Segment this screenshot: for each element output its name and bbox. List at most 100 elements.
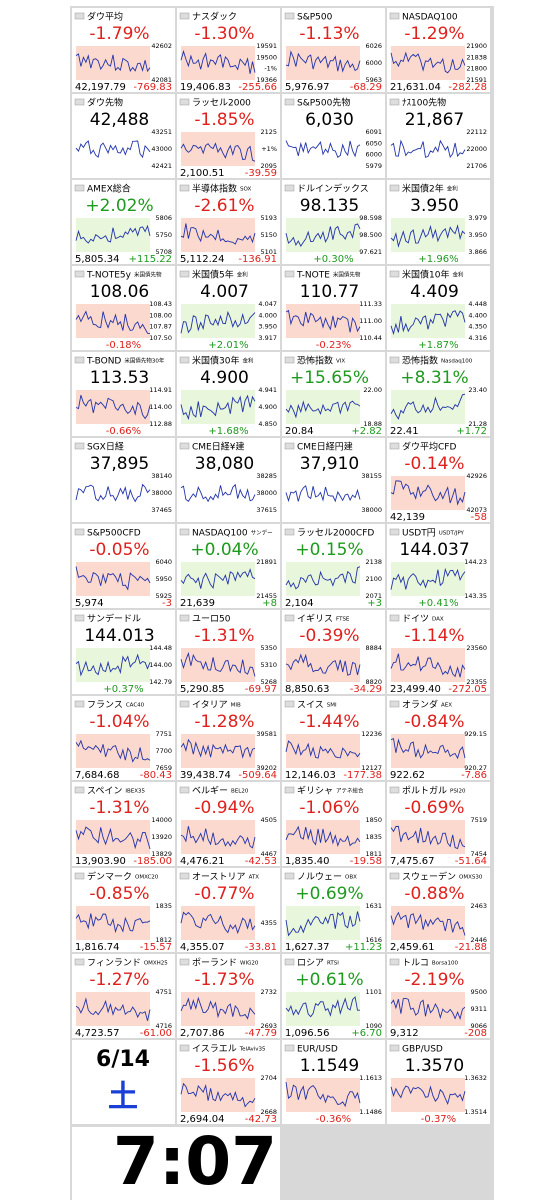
change: -42.73 <box>245 1114 277 1125</box>
change: +2.82 <box>351 426 382 437</box>
axis-label: 9066 <box>470 1022 487 1030</box>
chart-area <box>391 906 465 940</box>
price: 922.62 <box>390 770 425 781</box>
change: -69.97 <box>245 684 277 695</box>
sparkline <box>180 49 256 74</box>
axis-label: 9311 <box>470 1005 487 1013</box>
flag-icon <box>284 442 295 450</box>
tile-name: 米国債5年 <box>192 269 234 281</box>
change: -15.57 <box>140 942 172 953</box>
big-value: 6,030 <box>305 110 354 130</box>
price: 39,438.74 <box>180 770 231 781</box>
tile <box>282 94 385 178</box>
axis-label: 4.400 <box>468 311 487 319</box>
change: +1.68% <box>208 426 248 437</box>
axis-label: 19366 <box>256 76 277 84</box>
big-value: 1.1549 <box>300 1056 359 1076</box>
change: -177.38 <box>343 770 382 781</box>
tile-name: ドイツ <box>402 615 429 625</box>
axis-label: 114.91 <box>149 386 172 394</box>
change: -42.53 <box>245 856 277 867</box>
price: 42,197.79 <box>75 82 126 93</box>
big-value: 3.950 <box>410 196 459 216</box>
chart-area <box>76 390 150 424</box>
change: -61.00 <box>140 1028 172 1039</box>
sparkline <box>75 140 151 159</box>
flag-icon <box>389 98 400 106</box>
axis-label: 6040 <box>155 558 172 566</box>
sparkline <box>285 484 361 503</box>
chart-area <box>181 992 255 1026</box>
change: +6.70 <box>351 1028 382 1039</box>
price: 2,459.61 <box>390 942 435 953</box>
flag-icon <box>284 356 295 364</box>
tile-sub: PSI20 <box>450 789 466 795</box>
flag-icon <box>389 700 400 708</box>
axis-label: 38000 <box>256 489 277 497</box>
price: 4,476.21 <box>180 856 225 867</box>
big-value: +8.31% <box>400 368 468 388</box>
tile <box>72 438 175 522</box>
change: -3 <box>162 598 172 609</box>
price: 9,312 <box>390 1028 419 1039</box>
tile-sub: OMXS30 <box>459 875 483 881</box>
tile-name: T-NOTE <box>296 271 330 281</box>
flag-icon <box>284 270 295 278</box>
axis-label: 38000 <box>361 506 382 514</box>
axis-label: 142.79 <box>149 678 172 686</box>
axis-label: 22112 <box>466 128 487 136</box>
axis-label: 3.979 <box>468 214 487 222</box>
sparkline <box>75 395 151 420</box>
flag-icon <box>74 442 85 450</box>
axis-label: 7454 <box>470 850 487 858</box>
price: 8,850.63 <box>285 684 330 695</box>
axis-label: 97.621 <box>359 248 382 256</box>
big-value: -1.44% <box>299 712 359 732</box>
axis-label: 4.047 <box>258 300 277 308</box>
axis-label: 2095 <box>260 162 277 170</box>
axis-label: 4.316 <box>468 334 487 342</box>
chart-area <box>181 304 255 338</box>
price: 19,406.83 <box>180 82 231 93</box>
big-value: -1.31% <box>89 798 149 818</box>
tile-name: トルコ <box>402 959 429 969</box>
tile-name: ﾅｽ100先物 <box>402 97 446 109</box>
axis-label: 2693 <box>260 1022 277 1030</box>
sparkline <box>75 913 151 934</box>
axis-label: 21455 <box>256 592 277 600</box>
chart-area <box>181 132 255 166</box>
axis-label: 5925 <box>155 592 172 600</box>
sparkline <box>390 911 466 936</box>
big-value: -0.94% <box>194 798 254 818</box>
flag-icon <box>74 270 85 278</box>
tile-name: 米国債30年 <box>192 355 239 367</box>
chart-area <box>391 46 465 80</box>
flag-icon <box>389 12 400 20</box>
axis-label: 21838 <box>466 53 487 61</box>
price: 5,974 <box>75 598 104 609</box>
tile-name: 恐怖指数 <box>402 355 438 367</box>
chart-area <box>181 906 255 940</box>
change: -7.86 <box>461 770 487 781</box>
price: 21,631.04 <box>390 82 441 93</box>
flag-icon <box>284 184 295 192</box>
sparkline <box>180 394 256 421</box>
tile-name: ポルトガル <box>402 786 447 797</box>
axis-label: 22.00 <box>363 386 382 394</box>
tile-sub: TelAviv35 <box>239 1047 266 1053</box>
axis-label: 144.48 <box>149 644 172 652</box>
flag-icon <box>389 614 400 622</box>
axis-label: 19500 <box>256 53 277 61</box>
flag-icon <box>389 1044 400 1052</box>
axis-label: 4467 <box>260 850 277 858</box>
chart-area <box>181 1078 255 1112</box>
axis-label: 108.00 <box>149 311 172 319</box>
change: -21.88 <box>455 942 487 953</box>
axis-label: 4505 <box>260 816 277 824</box>
big-value: -1.06% <box>299 798 359 818</box>
sparkline <box>75 310 151 335</box>
axis-label: 7659 <box>155 764 172 772</box>
tile-sub: MIB <box>231 703 241 709</box>
axis-label: 5963 <box>365 76 382 84</box>
